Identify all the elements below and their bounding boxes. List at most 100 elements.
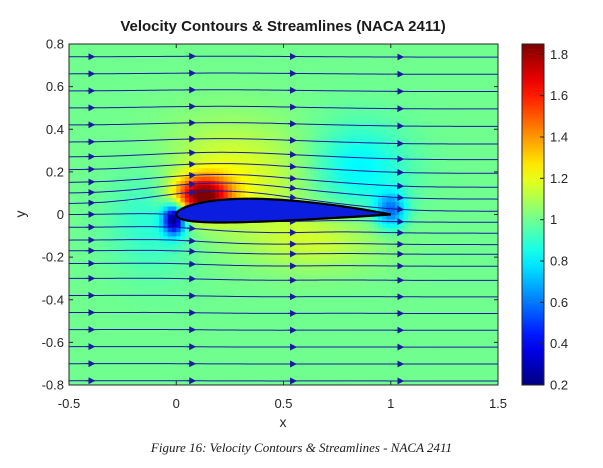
heatmap-cell bbox=[154, 107, 160, 113]
heatmap-cell bbox=[176, 304, 182, 309]
heatmap-cell bbox=[201, 282, 207, 288]
heatmap-cell bbox=[129, 248, 134, 254]
heatmap-cell bbox=[309, 342, 315, 348]
heatmap-cell bbox=[73, 188, 79, 194]
heatmap-cell bbox=[73, 197, 79, 203]
heatmap-cell bbox=[287, 159, 293, 164]
heatmap-cell bbox=[184, 142, 190, 147]
heatmap-cell bbox=[266, 269, 272, 275]
heatmap-cell bbox=[124, 73, 130, 79]
heatmap-cell bbox=[326, 227, 332, 233]
heatmap-cell bbox=[262, 184, 267, 190]
heatmap-cell bbox=[270, 291, 276, 297]
heatmap-cell bbox=[73, 231, 79, 237]
heatmap-cell bbox=[223, 231, 229, 237]
heatmap-cell bbox=[103, 316, 109, 322]
heatmap-cell bbox=[326, 73, 332, 79]
heatmap-cell bbox=[274, 82, 280, 88]
heatmap-cell bbox=[124, 252, 130, 258]
heatmap-cell bbox=[253, 223, 259, 228]
heatmap-cell bbox=[249, 124, 255, 130]
heatmap-cell bbox=[111, 129, 117, 135]
heatmap-cell bbox=[240, 240, 246, 245]
heatmap-cell bbox=[214, 342, 220, 348]
heatmap-cell bbox=[240, 82, 246, 88]
heatmap-cell bbox=[116, 299, 122, 305]
heatmap-cell bbox=[270, 321, 276, 326]
heatmap-cell bbox=[322, 350, 327, 356]
heatmap-cell bbox=[107, 282, 113, 288]
heatmap-cell bbox=[262, 124, 267, 130]
heatmap-cell bbox=[137, 146, 143, 152]
heatmap-cell bbox=[141, 274, 147, 280]
heatmap-cell bbox=[266, 304, 272, 309]
heatmap-cell bbox=[107, 312, 113, 318]
heatmap-cell bbox=[141, 48, 147, 54]
heatmap-cell bbox=[77, 244, 83, 250]
heatmap-cell bbox=[270, 150, 276, 156]
heatmap-cell bbox=[206, 333, 212, 339]
heatmap-cell bbox=[180, 380, 186, 385]
heatmap-cell bbox=[154, 231, 160, 237]
heatmap-cell bbox=[154, 133, 160, 139]
heatmap-cell bbox=[176, 154, 182, 160]
heatmap-cell bbox=[137, 312, 143, 318]
heatmap-cell bbox=[309, 103, 315, 109]
heatmap-cell bbox=[86, 252, 92, 258]
heatmap-cell bbox=[111, 338, 117, 343]
heatmap-cell bbox=[201, 299, 207, 305]
heatmap-cell bbox=[287, 124, 293, 130]
heatmap-cell bbox=[317, 240, 323, 245]
heatmap-cell bbox=[180, 223, 186, 228]
heatmap-cell bbox=[313, 171, 319, 177]
heatmap-cell bbox=[73, 176, 79, 181]
heatmap-cell bbox=[103, 257, 109, 262]
heatmap-cell bbox=[193, 235, 199, 241]
heatmap-cell bbox=[86, 163, 92, 169]
heatmap-cell bbox=[249, 56, 255, 62]
heatmap-cell bbox=[77, 380, 83, 385]
heatmap-cell bbox=[163, 56, 169, 62]
heatmap-cell bbox=[330, 244, 336, 250]
heatmap-cell bbox=[219, 257, 225, 262]
heatmap-cell bbox=[77, 73, 83, 79]
heatmap-cell bbox=[111, 346, 117, 352]
heatmap-cell bbox=[219, 282, 225, 288]
heatmap-cell bbox=[180, 299, 186, 305]
heatmap-cell bbox=[300, 235, 306, 241]
heatmap-cell bbox=[99, 269, 104, 275]
heatmap-cell bbox=[81, 90, 87, 96]
heatmap-cell bbox=[292, 180, 297, 186]
heatmap-cell bbox=[330, 342, 336, 348]
heatmap-cell bbox=[240, 159, 246, 164]
heatmap-cell bbox=[86, 218, 92, 224]
heatmap-cell bbox=[274, 342, 280, 348]
heatmap-cell bbox=[193, 252, 199, 258]
heatmap-cell bbox=[141, 218, 147, 224]
heatmap-cell bbox=[270, 107, 276, 113]
heatmap-cell bbox=[322, 48, 327, 54]
heatmap-cell bbox=[146, 321, 152, 326]
heatmap-cell bbox=[283, 295, 289, 301]
heatmap-cell bbox=[253, 316, 259, 322]
heatmap-cell bbox=[193, 124, 199, 130]
heatmap-cell bbox=[120, 316, 126, 322]
heatmap-cell bbox=[201, 274, 207, 280]
heatmap-cell bbox=[176, 176, 182, 181]
heatmap-cell bbox=[270, 154, 276, 160]
heatmap-cell bbox=[81, 44, 87, 49]
heatmap-cell bbox=[137, 48, 143, 54]
heatmap-cell bbox=[223, 291, 229, 297]
heatmap-cell bbox=[296, 188, 302, 194]
heatmap-cell bbox=[86, 282, 92, 288]
heatmap-cell bbox=[300, 312, 306, 318]
heatmap-cell bbox=[236, 142, 242, 147]
heatmap-cell bbox=[330, 372, 336, 378]
heatmap-cell bbox=[184, 197, 190, 203]
heatmap-cell bbox=[107, 154, 113, 160]
heatmap-cell bbox=[116, 65, 122, 71]
heatmap-cell bbox=[146, 252, 152, 258]
heatmap-cell bbox=[111, 265, 117, 271]
heatmap-cell bbox=[279, 316, 285, 322]
heatmap-cell bbox=[266, 61, 272, 66]
